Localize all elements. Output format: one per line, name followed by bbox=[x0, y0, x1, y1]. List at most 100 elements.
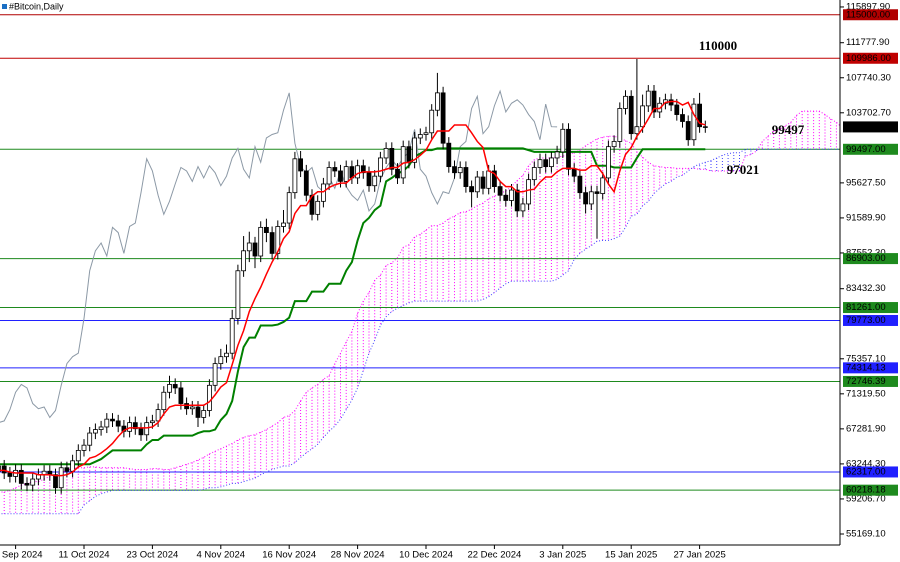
candle-body bbox=[30, 478, 36, 486]
candle-body bbox=[0, 465, 1, 472]
candle-body bbox=[611, 141, 617, 148]
x-tick-label: 15 Jan 2025 bbox=[605, 550, 657, 561]
candle-body bbox=[127, 422, 132, 432]
candle-body bbox=[423, 132, 429, 135]
candle-body bbox=[389, 147, 395, 170]
candle-body bbox=[417, 134, 423, 139]
candle-body bbox=[172, 384, 178, 389]
candle-body bbox=[224, 352, 229, 358]
candle-body bbox=[537, 159, 543, 168]
candle-body bbox=[18, 469, 24, 484]
candle-body bbox=[509, 189, 514, 201]
candle-body bbox=[155, 409, 161, 422]
candle-body bbox=[184, 403, 190, 410]
level-label-box bbox=[843, 314, 898, 326]
level-label: 74314.13 bbox=[846, 362, 886, 373]
candle-body bbox=[566, 128, 571, 170]
candle-body bbox=[292, 158, 298, 194]
level-label-box bbox=[843, 253, 898, 265]
y-tick-label: 87552.30 bbox=[846, 247, 886, 258]
annotation: 110000 bbox=[699, 38, 737, 53]
candle-body bbox=[463, 167, 469, 187]
candle-body bbox=[178, 387, 184, 404]
y-tick-label: 95627.50 bbox=[846, 177, 886, 188]
candle-body bbox=[486, 170, 492, 189]
candle-body bbox=[480, 176, 486, 189]
x-tick-label: 3 Jan 2025 bbox=[539, 550, 586, 561]
price-axis: 115897.90 111777.90 107740.30 103702.70 9562… bbox=[840, 1, 898, 540]
candle-body bbox=[360, 165, 366, 174]
candle-body bbox=[212, 363, 218, 386]
candle-body bbox=[258, 226, 264, 257]
chart-title: #Bitcoin,Daily bbox=[9, 1, 64, 11]
candle-body bbox=[406, 146, 412, 163]
annotation: 97021 bbox=[727, 162, 760, 177]
candle-body bbox=[651, 90, 657, 113]
x-tick-label: 28 Nov 2024 bbox=[331, 550, 385, 561]
level-label-box bbox=[843, 484, 898, 496]
candle-body bbox=[246, 242, 252, 252]
candle-body bbox=[520, 203, 526, 212]
level-label: 86903.00 bbox=[846, 253, 886, 264]
y-tick-label: 83432.30 bbox=[846, 283, 886, 294]
y-tick-label: 63244.30 bbox=[846, 458, 886, 469]
candle-body bbox=[366, 172, 372, 187]
candle-body bbox=[628, 95, 634, 135]
candle-body bbox=[1, 465, 7, 474]
candle-body bbox=[269, 232, 275, 254]
candle-body bbox=[674, 104, 680, 115]
y-tick-label: 75357.10 bbox=[846, 353, 886, 364]
candle-body bbox=[298, 158, 304, 172]
candle-body bbox=[70, 460, 75, 472]
candle-body bbox=[53, 474, 58, 489]
candle-body bbox=[81, 444, 87, 451]
x-tick-label: 27 Jan 2025 bbox=[673, 550, 725, 561]
candle-body bbox=[600, 177, 606, 194]
candle-body bbox=[474, 176, 480, 193]
candle-body bbox=[440, 92, 446, 144]
candle-body bbox=[645, 90, 651, 107]
candle-body bbox=[252, 242, 258, 257]
candle-body bbox=[315, 200, 321, 215]
candle-body bbox=[286, 192, 292, 224]
candle-body bbox=[7, 472, 13, 477]
annotation: 99497 bbox=[772, 122, 805, 137]
candle-body bbox=[531, 167, 537, 181]
candle-body bbox=[452, 166, 457, 174]
y-tick-label: 103702.70 bbox=[846, 107, 891, 118]
level-label-box bbox=[843, 9, 898, 21]
candle-body bbox=[338, 170, 343, 182]
x-tick-label: 22 Dec 2024 bbox=[467, 550, 521, 561]
x-tick-label: 23 Oct 2024 bbox=[127, 550, 179, 561]
level-label: 79773.00 bbox=[846, 315, 886, 326]
candle-body bbox=[229, 318, 235, 354]
y-tick-label: 91589.90 bbox=[846, 212, 886, 223]
y-tick-label: 67281.90 bbox=[846, 423, 886, 434]
candle-body bbox=[583, 192, 588, 205]
candle-body bbox=[206, 384, 212, 411]
symbol-icon bbox=[2, 4, 7, 9]
candle-body bbox=[189, 406, 195, 410]
candle-body bbox=[132, 422, 138, 430]
y-tick-label: 107740.30 bbox=[846, 72, 891, 83]
candle-body bbox=[526, 179, 531, 205]
candle-body bbox=[549, 157, 554, 168]
candle-body bbox=[434, 92, 440, 111]
level-label: 81261.00 bbox=[846, 302, 886, 313]
candle-body bbox=[93, 429, 98, 434]
level-label: 60218.18 bbox=[846, 485, 886, 496]
candle-body bbox=[697, 103, 702, 128]
candle-body bbox=[634, 126, 640, 135]
level-label: 72746.39 bbox=[846, 376, 886, 387]
candle-body bbox=[138, 428, 144, 436]
candle-body bbox=[115, 420, 121, 427]
candle-body bbox=[24, 482, 30, 486]
y-tick-label: 115897.90 bbox=[846, 1, 890, 12]
candle-body bbox=[702, 126, 708, 128]
chikou-span bbox=[0, 89, 558, 423]
candle-body bbox=[691, 103, 697, 141]
x-tick-label: 16 Nov 2024 bbox=[262, 550, 316, 561]
candle-body bbox=[281, 222, 286, 227]
candle-body bbox=[491, 170, 497, 187]
